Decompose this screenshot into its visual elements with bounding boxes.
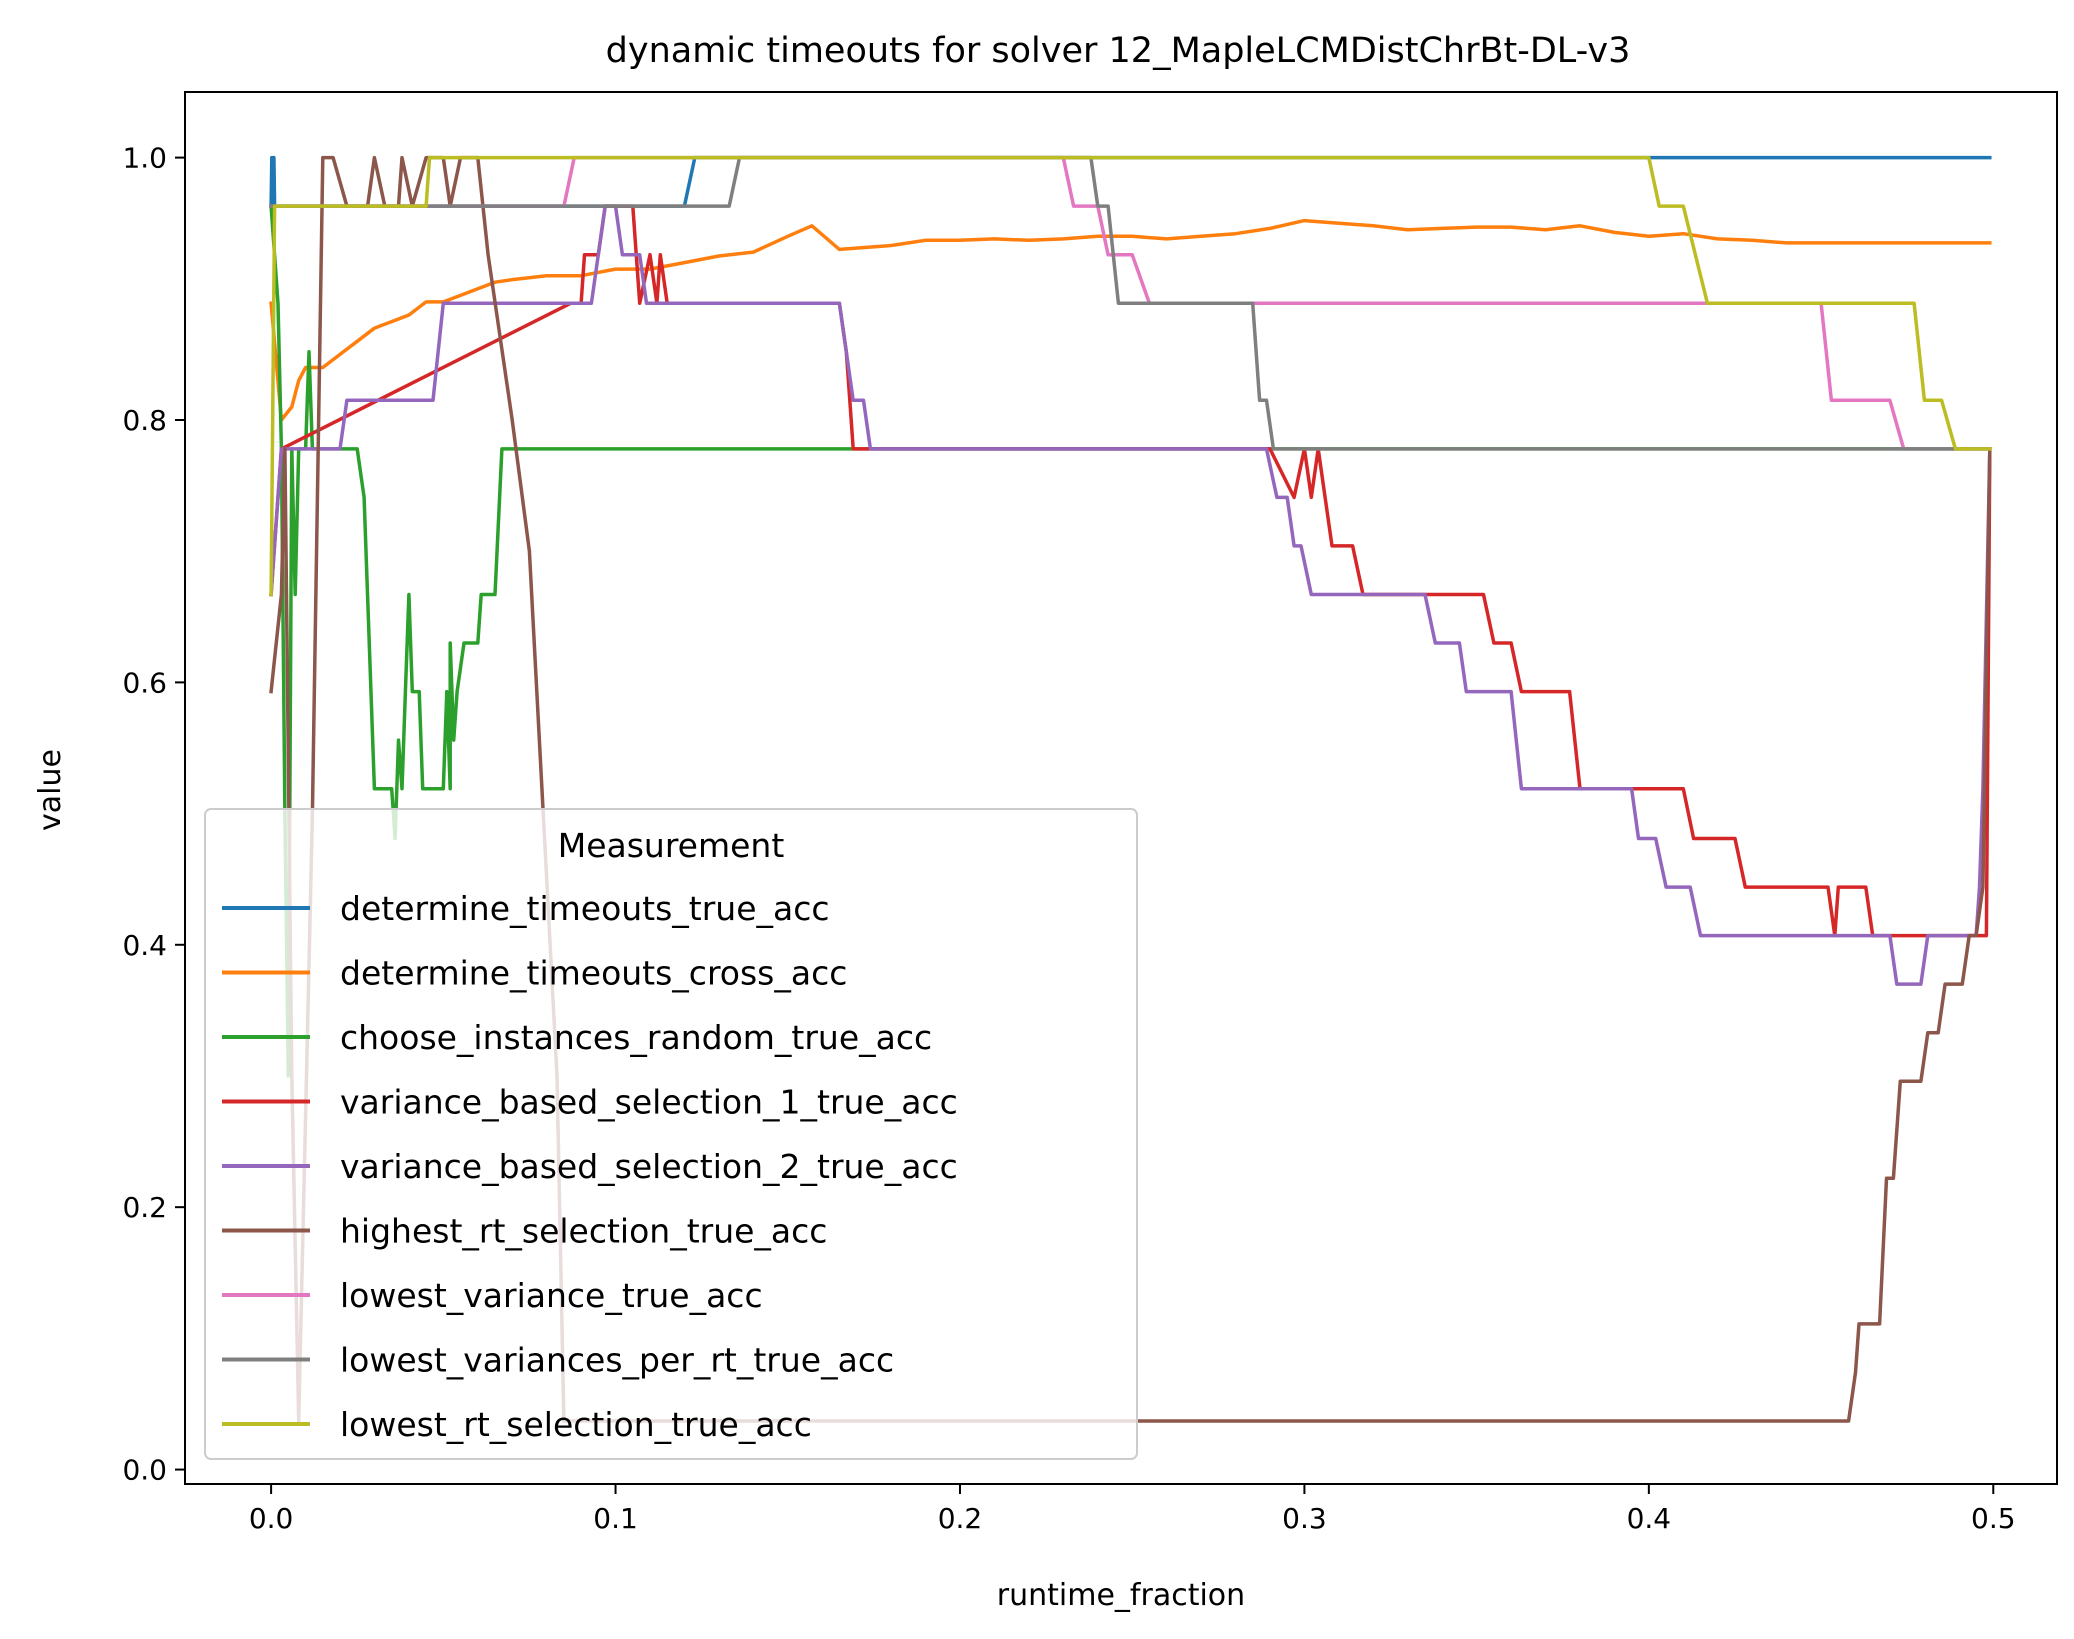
series-line [269,155,1992,597]
x-tick-label: 0.3 [1282,1502,1327,1535]
legend-entry-label: lowest_variance_true_acc [340,1276,763,1315]
plot-frame [184,91,2058,1485]
series-line [269,204,1992,1078]
x-tick-label: 0.1 [593,1502,638,1535]
series-line [269,218,1992,422]
legend-title: Measurement [558,826,785,865]
y-axis: 0.0 0.2 0.4 0.6 0.8 1.0 [122,142,185,1487]
y-tick-label: 0.4 [122,929,167,962]
x-tick-label: 0.5 [1971,1502,2016,1535]
chart-title: dynamic timeouts for solver 12_MapleLCMD… [606,31,1631,71]
legend-entry-label: lowest_rt_selection_true_acc [340,1405,812,1444]
legend-entries: determine_timeouts_true_acc determine_tim… [222,889,958,1444]
legend-entry-label: determine_timeouts_true_acc [340,889,830,928]
series-layer [269,155,1992,1423]
y-tick-label: 0.2 [122,1191,167,1224]
series-line [269,155,1992,1423]
legend-box [204,808,1138,1460]
y-axis-label: value [33,749,68,831]
series-line [269,155,1992,451]
x-tick-label: 0.2 [938,1502,983,1535]
legend-entry-label: highest_rt_selection_true_acc [340,1212,827,1251]
y-tick-label: 0.6 [122,666,167,699]
legend: Measurement determine_timeouts_true_accd… [204,808,1138,1460]
x-axis-label: runtime_fraction [997,1578,1245,1613]
y-tick-label: 1.0 [122,142,167,175]
legend-entry-label: lowest_variances_per_rt_true_acc [340,1341,894,1380]
x-tick-label: 0.0 [249,1502,294,1535]
legend-entry-label: variance_based_selection_2_true_acc [340,1147,958,1186]
legend-entry-label: determine_timeouts_cross_acc [340,954,847,993]
y-tick-label: 0.0 [122,1454,167,1487]
x-axis: 0.0 0.1 0.2 0.3 0.4 0.5 [249,1484,2016,1535]
y-tick-label: 0.8 [122,404,167,437]
legend-entry-label: choose_instances_random_true_acc [340,1018,932,1057]
x-tick-label: 0.4 [1627,1502,1672,1535]
series-line [269,155,1992,451]
legend-entry-label: variance_based_selection_1_true_acc [340,1083,958,1122]
